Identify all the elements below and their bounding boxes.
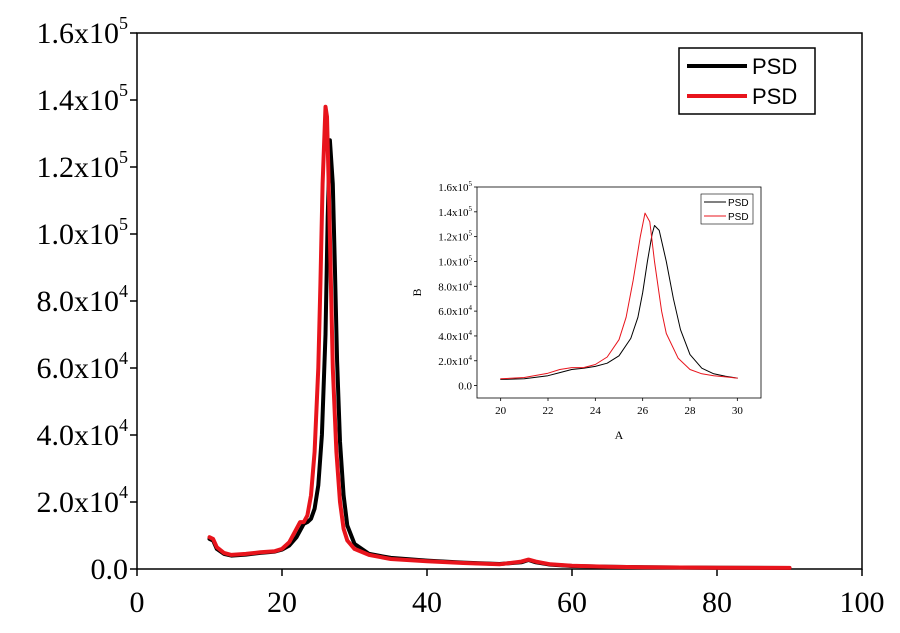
y-tick-mantissa: 6.0x10 <box>438 306 469 318</box>
y-axis-label: B <box>410 288 424 296</box>
y-tick-mantissa: 6.0x10 <box>37 352 120 385</box>
y-tick-exponent: 4 <box>119 415 128 435</box>
legend-box <box>678 47 816 115</box>
y-tick-exponent: 4 <box>469 354 473 362</box>
y-tick-mantissa: 4.0x10 <box>37 419 120 452</box>
y-tick-exponent: 4 <box>469 304 473 312</box>
y-tick-label: 8.0x104 <box>37 281 129 318</box>
y-tick-mantissa: 2.0x10 <box>37 486 120 519</box>
y-tick-mantissa: 8.0x10 <box>37 285 120 318</box>
x-tick-label: 20 <box>267 586 297 619</box>
y-tick-label: 1.4x105 <box>438 205 472 219</box>
y-tick-label: 2.0x104 <box>438 354 472 368</box>
y-tick-label: 1.0x105 <box>37 214 129 251</box>
y-tick-mantissa: 0.0 <box>458 381 472 393</box>
x-tick-label: 26 <box>637 405 649 417</box>
series-line-1 <box>500 225 738 380</box>
y-tick-mantissa: 1.4x10 <box>37 84 120 117</box>
y-tick-mantissa: 1.2x10 <box>438 232 469 244</box>
y-tick-mantissa: 0.0 <box>91 553 129 586</box>
y-tick-exponent: 5 <box>119 214 128 234</box>
y-tick-label: 4.0x104 <box>438 329 472 343</box>
y-tick-mantissa: 1.0x10 <box>438 256 469 268</box>
series-line-2 <box>500 212 738 380</box>
y-tick-exponent: 4 <box>119 482 128 502</box>
y-tick-exponent: 4 <box>469 329 473 337</box>
y-tick-label: 1.2x105 <box>37 147 129 184</box>
y-tick-exponent: 5 <box>469 230 473 238</box>
y-tick-label: 1.6x105 <box>438 180 472 194</box>
y-tick-label: 8.0x104 <box>438 279 472 293</box>
x-tick-label: 0 <box>130 586 145 619</box>
x-tick-label: 20 <box>495 405 507 417</box>
y-tick-label: 1.6x105 <box>37 13 129 50</box>
x-tick-label: 22 <box>543 405 554 417</box>
legend-label-2: PSD <box>752 84 797 109</box>
y-tick-label: 6.0x104 <box>438 304 472 318</box>
y-tick-label: 1.2x105 <box>438 230 472 244</box>
y-tick-label: 4.0x104 <box>37 415 129 452</box>
x-tick-label: 80 <box>702 586 732 619</box>
legend-label-1: PSD <box>728 198 749 209</box>
y-tick-label: 2.0x104 <box>37 482 129 519</box>
y-tick-mantissa: 8.0x10 <box>438 281 469 293</box>
x-tick-label: 24 <box>590 405 602 417</box>
x-tick-label: 100 <box>840 586 885 619</box>
y-tick-exponent: 5 <box>119 80 128 100</box>
y-tick-label: 1.4x105 <box>37 80 129 117</box>
y-tick-exponent: 5 <box>469 180 473 188</box>
y-tick-label: 0.0 <box>458 381 472 393</box>
y-tick-mantissa: 4.0x10 <box>438 331 469 343</box>
y-tick-exponent: 5 <box>119 13 128 33</box>
plot-frame <box>476 186 762 399</box>
y-tick-label: 6.0x104 <box>37 348 129 385</box>
legend-box <box>700 193 754 225</box>
y-tick-exponent: 4 <box>469 279 473 287</box>
y-tick-exponent: 5 <box>119 147 128 167</box>
legend-label-1: PSD <box>752 54 797 79</box>
x-tick-label: 40 <box>412 586 442 619</box>
x-tick-label: 30 <box>732 405 744 417</box>
y-tick-mantissa: 1.4x10 <box>438 207 469 219</box>
y-tick-label: 1.0x105 <box>438 254 472 268</box>
y-tick-mantissa: 1.6x10 <box>37 17 120 50</box>
y-tick-label: 0.0 <box>91 553 129 586</box>
y-tick-mantissa: 1.0x10 <box>37 218 120 251</box>
inset-chart: 20 22 24 26 28 300.02.0x1044.0x1046.0x1048.0x… <box>410 180 762 442</box>
y-tick-mantissa: 1.2x10 <box>37 151 120 184</box>
y-tick-exponent: 4 <box>119 348 128 368</box>
main-chart: 0 20 40 60 80 1000.02.0x1044.0x1046.0x1048.0x… <box>37 13 885 619</box>
y-tick-exponent: 4 <box>119 281 128 301</box>
x-tick-label: 60 <box>557 586 587 619</box>
x-axis-label: A <box>615 428 624 442</box>
y-tick-exponent: 5 <box>469 254 473 262</box>
y-tick-exponent: 5 <box>469 205 473 213</box>
legend-label-2: PSD <box>728 212 749 223</box>
series-line-2 <box>207 104 792 570</box>
y-tick-mantissa: 1.6x10 <box>438 182 469 194</box>
x-tick-label: 28 <box>685 405 697 417</box>
y-tick-mantissa: 2.0x10 <box>438 356 469 368</box>
